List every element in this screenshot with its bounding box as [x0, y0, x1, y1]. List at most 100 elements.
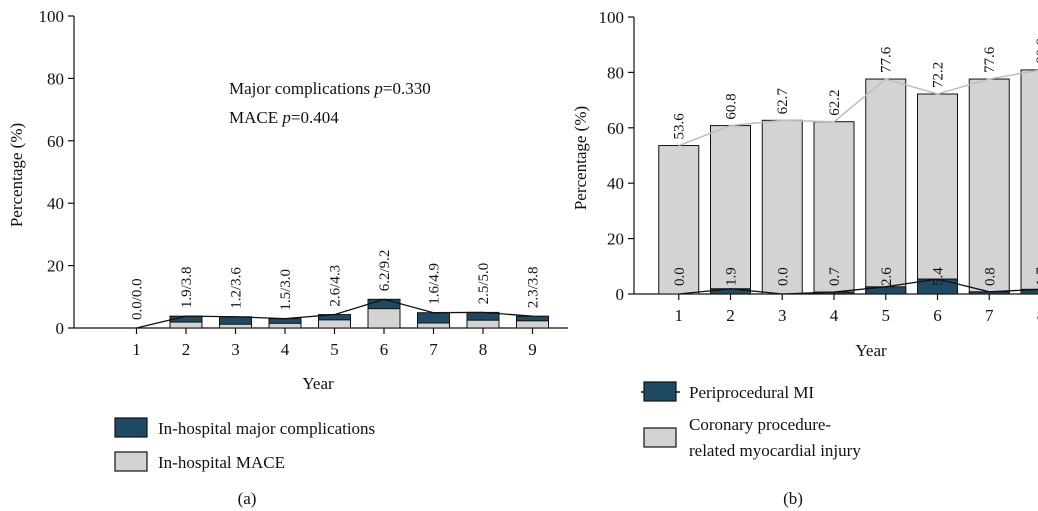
panel-a-label: (a) — [238, 489, 257, 508]
bar-periprocedural-mi — [1020, 288, 1038, 295]
data-label-top: 53.6 — [672, 113, 688, 140]
data-label-top: 60.8 — [724, 93, 740, 119]
data-label-top: 62.2 — [827, 89, 843, 115]
bar-myocardial-injury — [1020, 69, 1038, 295]
bar-mace — [318, 319, 351, 329]
x-tick-label: 6 — [380, 340, 389, 359]
x-tick-label: 9 — [528, 340, 537, 359]
data-label: 1.5/3.0 — [278, 269, 294, 311]
annotation-2-suffix: =0.404 — [291, 108, 339, 127]
legend-b-label-mi: Periprocedural MI — [689, 383, 814, 402]
x-tick-label: 3 — [778, 306, 787, 325]
data-label-bottom: 5.4 — [931, 267, 947, 286]
data-label: 2.6/4.3 — [328, 265, 344, 307]
data-label-bottom: 1.7 — [1034, 267, 1038, 286]
panel-b-ylabel: Percentage (%) — [571, 106, 590, 210]
data-label-top: 77.6 — [982, 46, 998, 73]
panel-b-xlabel: Year — [855, 341, 887, 360]
panel-a-marks: 0 20 40 60 80 100 1 0.0/0.0 2 1.9/3.8 3 1.2/3.6 4 1.5… — [39, 7, 568, 359]
x-tick-label: 4 — [830, 306, 839, 325]
x-tick-label: 5 — [882, 306, 891, 325]
x-tick-label: 1 — [132, 340, 141, 359]
data-label: 1.6/4.9 — [427, 263, 443, 305]
data-label: 1.9/3.8 — [179, 266, 195, 308]
y-tick-label: 100 — [39, 7, 65, 26]
bar-myocardial-injury — [968, 78, 1010, 295]
annotation-1-p: p — [373, 79, 383, 98]
bar-mace — [169, 321, 203, 329]
y-tick-label: 40 — [47, 194, 64, 213]
bar-mace — [219, 323, 252, 329]
x-tick-label: 1 — [675, 306, 684, 325]
bar-mace — [516, 320, 549, 329]
x-tick-label: 2 — [182, 340, 191, 359]
bar-myocardial-injury — [917, 93, 958, 295]
y-tick-label: 80 — [47, 69, 64, 88]
data-label-bottom: 2.6 — [879, 267, 895, 286]
x-tick-label: 7 — [985, 306, 994, 325]
y-tick-label: 20 — [47, 257, 64, 276]
bar-mace — [466, 319, 500, 329]
annotation-2-prefix: MACE — [229, 108, 282, 127]
x-tick-label: 6 — [933, 306, 942, 325]
panel-b: Percentage (%) Year Periprocedural MI Co… — [571, 106, 887, 508]
panel-b-marks: 020406080100153.60.0260.81.9362.70.0462.… — [599, 8, 1038, 325]
y-tick-label: 20 — [607, 230, 624, 249]
panel-b-label: (b) — [783, 489, 803, 508]
data-label-top: 77.6 — [879, 46, 895, 73]
y-tick-label: 40 — [607, 174, 624, 193]
annotation-2-p: p — [281, 108, 291, 127]
x-tick-label: 8 — [479, 340, 488, 359]
legend-b-label-injury-2: related myocardial injury — [689, 441, 861, 460]
legend-a-swatch-major — [114, 417, 148, 438]
legend-a-swatch-mace — [114, 451, 148, 472]
x-tick-label: 5 — [330, 340, 339, 359]
y-tick-label: 0 — [56, 319, 65, 338]
y-tick-label: 100 — [599, 8, 625, 27]
legend-b-swatch-injury — [643, 427, 677, 448]
x-tick-label: 2 — [726, 306, 735, 325]
y-tick-label: 60 — [607, 119, 624, 138]
data-label-top: 72.2 — [931, 62, 947, 88]
data-label-top: 62.7 — [775, 88, 791, 115]
x-tick-label: 7 — [429, 340, 438, 359]
bar-mace — [367, 308, 401, 329]
data-label-top: 80.9 — [1034, 38, 1038, 64]
data-label-bottom: 0.8 — [982, 267, 998, 286]
data-label-bottom: 0.0 — [775, 267, 791, 286]
data-label-bottom: 0.7 — [827, 267, 843, 286]
x-tick-label: 3 — [231, 340, 240, 359]
bar-myocardial-injury — [865, 78, 907, 295]
legend-b-swatch-mi — [643, 381, 677, 402]
panel-a: Percentage (%) Year Major complications … — [7, 79, 431, 508]
y-tick-label: 80 — [607, 63, 624, 82]
y-tick-label: 0 — [616, 285, 625, 304]
panel-a-xlabel: Year — [302, 374, 334, 393]
data-label: 0.0/0.0 — [130, 278, 146, 320]
y-tick-label: 60 — [47, 132, 64, 151]
trend-line-major — [136, 298, 533, 329]
data-label-bottom: 0.0 — [672, 267, 688, 286]
annotation-1-suffix: =0.330 — [383, 79, 431, 98]
bar-myocardial-injury — [761, 119, 803, 295]
legend-a-label-mace: In-hospital MACE — [158, 453, 285, 472]
data-label: 2.3/3.8 — [526, 266, 542, 308]
bar-mace — [268, 322, 302, 329]
panel-a-ylabel: Percentage (%) — [7, 123, 26, 227]
trend-line-injury — [678, 69, 1038, 147]
data-label-bottom: 1.9 — [724, 267, 740, 286]
bar-mace — [417, 322, 450, 329]
trend-line-mi — [678, 278, 1038, 295]
bar-myocardial-injury — [813, 121, 855, 295]
panel-a-annotation-1: Major complications p=0.330 — [229, 79, 431, 98]
legend-b-label-injury-1: Coronary procedure- — [689, 415, 831, 434]
data-label: 1.2/3.6 — [229, 267, 245, 309]
bar-myocardial-injury — [710, 125, 751, 295]
panel-a-annotation-2: MACE p=0.404 — [229, 108, 339, 127]
x-tick-label: 8 — [1037, 306, 1038, 325]
data-label: 2.5/5.0 — [476, 263, 492, 305]
legend-a-label-major: In-hospital major complications — [158, 419, 375, 438]
x-tick-label: 4 — [281, 340, 290, 359]
data-label: 6.2/9.2 — [377, 250, 393, 292]
